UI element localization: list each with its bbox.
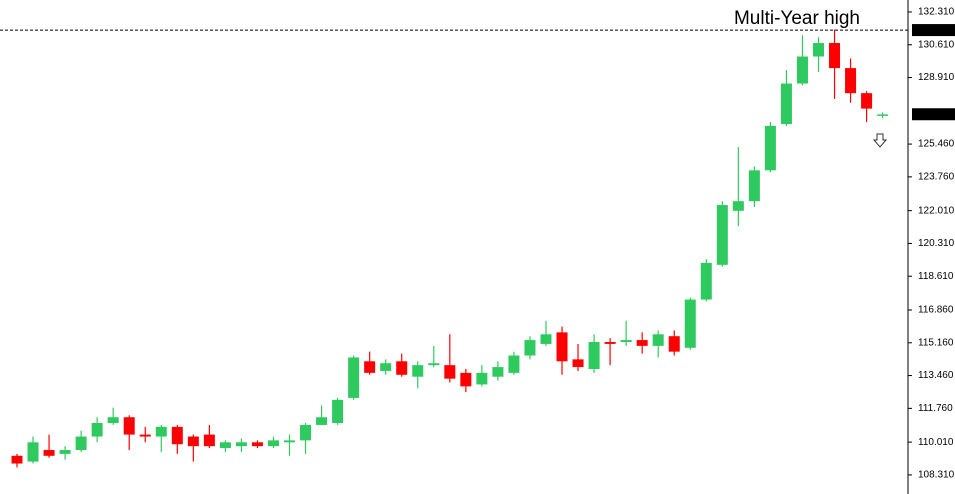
candle-body <box>43 450 55 456</box>
candle-body <box>123 417 135 435</box>
y-tick-label: 125.460 <box>918 139 955 150</box>
price-box <box>912 108 955 121</box>
candle-body <box>476 372 488 385</box>
candle-body <box>107 417 119 424</box>
y-tick-label: 115.160 <box>918 337 954 348</box>
price-label: 127.007 <box>916 109 953 120</box>
candle-body <box>412 365 424 377</box>
candle-body <box>668 336 680 352</box>
candle-body <box>460 372 472 387</box>
candle-body <box>556 332 568 362</box>
candle-body <box>171 426 183 445</box>
candle-body <box>332 399 344 424</box>
candle-body <box>187 436 199 447</box>
candle-body <box>604 342 616 344</box>
price-box <box>912 24 955 37</box>
candle-body <box>428 363 440 366</box>
y-tick-label: 123.760 <box>918 172 955 183</box>
candle-body <box>348 357 360 398</box>
price-label: 131.371 <box>916 25 953 36</box>
candle-body <box>251 442 263 447</box>
candle-body <box>845 68 857 94</box>
candle-body <box>700 262 712 300</box>
y-tick-label: 118.610 <box>918 271 954 282</box>
candle-body <box>444 365 456 379</box>
candle-body <box>813 43 824 57</box>
y-tick-label: 111.760 <box>918 403 953 414</box>
candle-body <box>684 299 696 348</box>
candle-body <box>524 340 536 356</box>
candle-body <box>636 340 648 346</box>
candle-body <box>396 361 408 375</box>
candle-body <box>716 205 728 265</box>
candle-body <box>27 442 39 462</box>
candle-body <box>59 450 71 454</box>
candle-body <box>75 436 87 451</box>
y-tick-label: 128.910 <box>918 72 955 83</box>
candle-body <box>572 359 584 368</box>
candle-body <box>139 434 151 437</box>
candle-body <box>877 114 889 116</box>
candle-body <box>300 424 312 441</box>
down-arrow-icon <box>872 133 888 148</box>
candle-body <box>861 93 873 109</box>
candle-body <box>732 201 744 211</box>
candle-body <box>11 455 23 464</box>
candle-body <box>267 440 279 447</box>
candle-body <box>284 440 296 443</box>
candle-body <box>203 434 215 447</box>
candle-body <box>492 367 504 377</box>
candle-body <box>829 43 841 69</box>
candle-body <box>219 442 231 449</box>
y-tick-label: 116.860 <box>918 305 954 316</box>
y-tick-label: 120.310 <box>918 238 955 249</box>
candle-body <box>588 342 600 370</box>
y-tick-label: 132.310 <box>918 7 955 18</box>
candle-body <box>364 361 376 373</box>
candle-body <box>620 340 632 342</box>
candle-body <box>764 125 776 171</box>
candle-body <box>91 423 103 437</box>
candle-body <box>155 426 167 437</box>
y-tick-label: 110.010 <box>918 437 954 448</box>
y-tick-label: 122.010 <box>918 205 955 216</box>
annotation: Multi-Year high <box>734 8 860 29</box>
y-tick-label: 113.460 <box>918 370 954 381</box>
candle-body <box>780 83 792 125</box>
candle-body <box>796 56 808 84</box>
candle-body <box>316 417 328 425</box>
candle-body <box>508 355 520 373</box>
y-tick-label: 108.310 <box>918 470 955 481</box>
candle-body <box>540 334 552 344</box>
y-tick-label: 130.610 <box>918 39 955 50</box>
candle-body <box>380 363 392 371</box>
candle-body <box>235 442 247 447</box>
candle-body <box>748 170 760 202</box>
candle-body <box>652 334 664 346</box>
